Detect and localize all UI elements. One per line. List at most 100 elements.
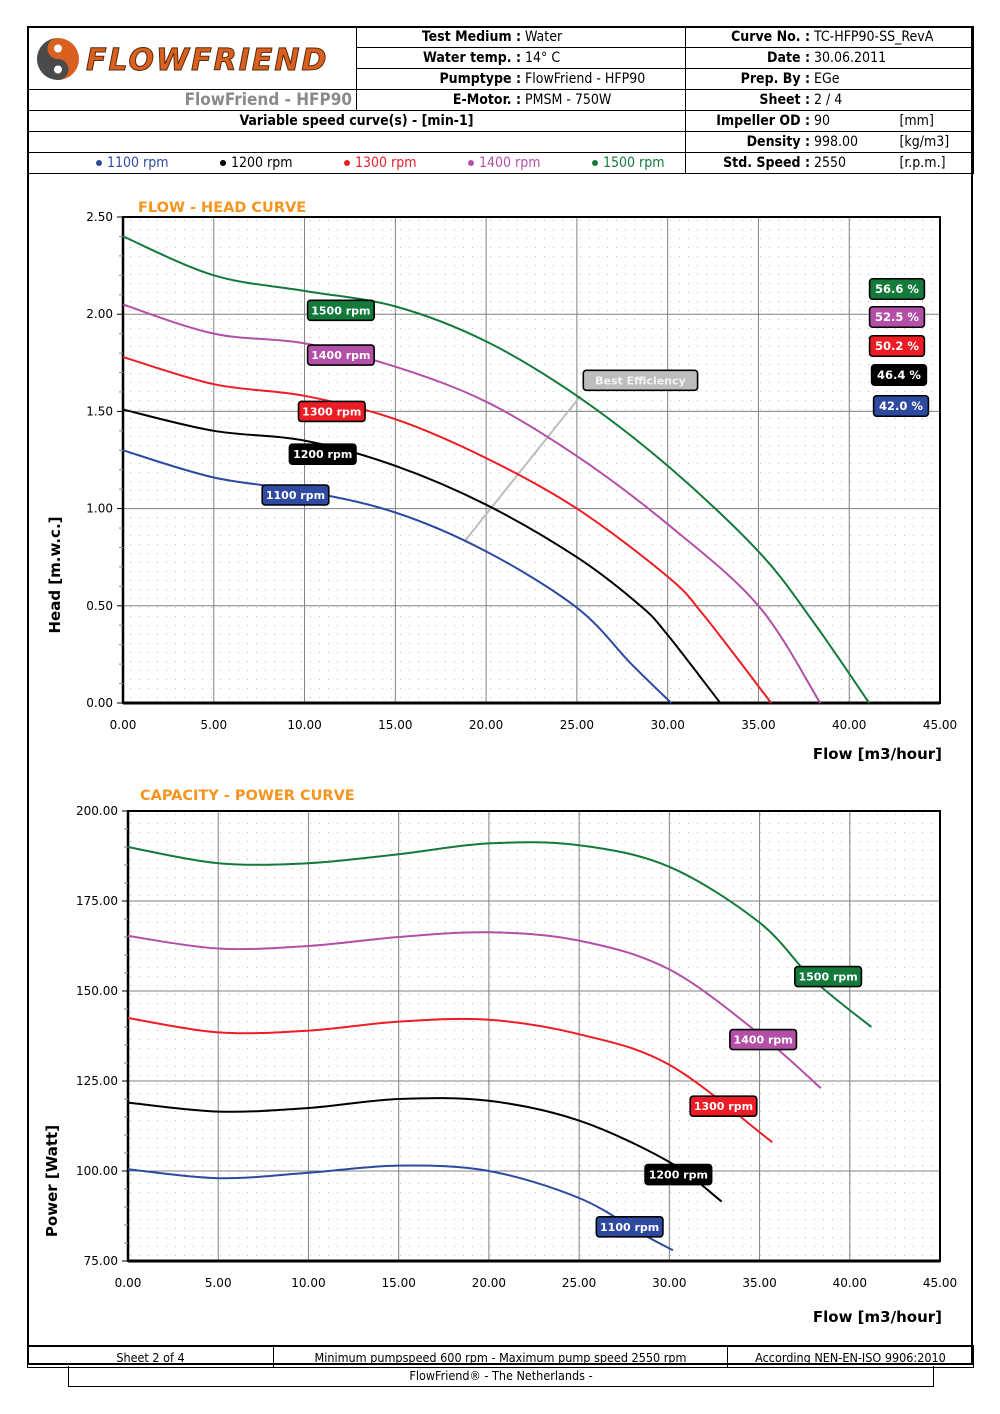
footer-table: Sheet 2 of 4 Minimum pumpspeed 600 rpm -… [27,1345,974,1368]
density-label: Density : [746,134,810,150]
legend-item-1500: 1500 rpm [592,155,665,171]
series-label-1400-rpm: 1400 rpm [729,1028,798,1051]
std-speed-cell: Std. Speed : 2550 [685,152,896,174]
series-label-1500-rpm: 1500 rpm [794,965,863,988]
x-tick-label: 45.00 [923,1276,957,1290]
y-tick-label: 0.50 [86,599,113,613]
y-axis-label: Head [m.w.c.] [46,516,64,633]
efficiency-badge-text: 42.0 % [879,399,923,413]
efficiency-badge: 42.0 % [872,394,930,418]
y-tick-label: 2.00 [86,307,113,321]
series-line-1500-rpm [127,841,873,1028]
series-line-1100-rpm [122,449,672,704]
y-tick-label: 125.00 [76,1074,118,1088]
y-axis-label: Power [Watt] [43,1125,61,1237]
best-efficiency-label-box [582,369,699,392]
y-tick-label: 200.00 [76,804,118,818]
series-label-1200-rpm: 1200 rpm [644,1163,713,1186]
best-efficiency-label-text: Best Efficiency [595,374,686,387]
series-label-1200-rpm-text: 1200 rpm [649,1169,708,1182]
density-cell: Density : 998.00 [685,131,896,153]
series-label-1100-rpm-box [261,484,330,506]
date-label: Date : [767,50,810,66]
series-label-1300-rpm: 1300 rpm [689,1095,758,1117]
series-line-1300-rpm [127,1017,773,1143]
legend-dot-icon [344,160,350,166]
series-label-1300-rpm-text: 1300 rpm [302,405,361,418]
y-tick-label: 2.50 [86,210,113,224]
x-tick-label: 20.00 [469,718,503,732]
efficiency-badge: 56.6 % [868,277,926,301]
x-axis-label: Flow [m3/hour] [813,1308,942,1326]
efficiency-badge-box [868,305,926,329]
x-tick-label: 30.00 [650,718,684,732]
prep-by-value: EGe [814,71,840,87]
series-label-1200-rpm: 1200 rpm [288,443,357,465]
prep-by-cell: Prep. By : EGe [684,68,975,90]
efficiency-badge-text: 46.4 % [877,368,921,382]
flow-head-chart: 0.00 5.00 10.00 15.00 20.00 25.00 30.00 35.00 40… [46,200,957,763]
series-line-1200-rpm [127,1097,723,1203]
series-label-1100-rpm-text: 1100 rpm [600,1221,659,1234]
x-axis-label: Flow [m3/hour] [813,745,942,763]
x-tick-label: 30.00 [652,1276,686,1290]
model-name: FlowFriend - HFP90 [27,89,357,111]
efficiency-badge-box [868,277,926,301]
x-tick-label: 40.00 [832,718,866,732]
legend-item-1400: 1400 rpm [468,155,592,171]
legend-dot-icon [592,160,598,166]
efficiency-badge-text: 56.6 % [875,282,919,296]
test-medium-label: Test Medium : [421,29,521,45]
series-label-1500-rpm-text: 1500 rpm [799,971,858,984]
series-line-1200-rpm [122,408,722,704]
series-label-1300-rpm-text: 1300 rpm [694,1100,753,1113]
x-tick-label: 15.00 [378,718,412,732]
footer-standard: According NEN-EN-ISO 9906:2010 [727,1345,974,1368]
pumptype-label: Pumptype : [439,71,521,87]
test-medium-value: Water [525,29,563,45]
plot-area [123,217,940,703]
sheet-label: Sheet : [759,92,810,108]
series-label-1100-rpm-box [595,1216,664,1238]
pumptype-value: FlowFriend - HFP90 [525,71,646,87]
x-tick-label: 0.00 [110,718,137,732]
water-temp-label: Water temp. : [423,50,521,66]
series-label-1400-rpm-text: 1400 rpm [311,349,370,362]
series-label-1500-rpm: 1500 rpm [306,299,375,322]
emotor-value: PMSM - 750W [525,92,612,108]
capacity-power-chart: 0.00 5.00 10.00 15.00 20.00 25.00 30.00 35.00 40… [43,788,957,1326]
series-label-1300-rpm-box [689,1095,758,1117]
efficiency-badge-box [872,394,930,418]
footer-speed-range: Minimum pumpspeed 600 rpm - Maximum pump… [273,1345,728,1368]
water-temp-value: 14° C [525,50,561,66]
y-tick-label: 1.50 [86,404,113,418]
series-line-1400-rpm [122,303,822,704]
series-label-1300-rpm: 1300 rpm [297,400,366,423]
series-label-1100-rpm: 1100 rpm [261,484,330,506]
x-tick-label: 5.00 [200,718,227,732]
curve-no-value: TC-HFP90-SS_RevA [814,29,934,45]
speed-legend: 1100 rpm 1200 rpm 1300 rpm 1400 rpm 1500 rpm [27,152,686,174]
impeller-label: Impeller OD : [716,113,810,129]
legend-item-1200: 1200 rpm [220,155,344,171]
x-tick-label: 15.00 [381,1276,415,1290]
logo-cell: FLOWFRIEND [27,26,357,90]
series-label-1400-rpm-box [729,1028,798,1051]
efficiency-badge: 46.4 % [870,363,928,387]
y-tick-label: 1.00 [86,502,113,516]
series-label-1400-rpm-box [306,344,375,366]
efficiency-badge: 50.2 % [868,334,926,358]
pumptype-cell: Pumptype : FlowFriend - HFP90 [356,68,686,90]
brand-text: FLOWFRIEND [86,43,328,78]
series-label-1500-rpm-box [306,299,375,322]
y-tick-label: 75.00 [84,1254,118,1268]
best-efficiency-label: Best Efficiency [582,369,699,392]
x-tick-label: 45.00 [923,718,957,732]
footer-company: FlowFriend® - The Netherlands - [68,1366,934,1387]
x-tick-label: 0.00 [115,1276,142,1290]
efficiency-badge-text: 52.5 % [875,310,919,324]
efficiency-badge: 52.5 % [868,305,926,329]
series-label-1200-rpm-text: 1200 rpm [293,448,352,461]
series-label-1100-rpm: 1100 rpm [595,1216,664,1238]
